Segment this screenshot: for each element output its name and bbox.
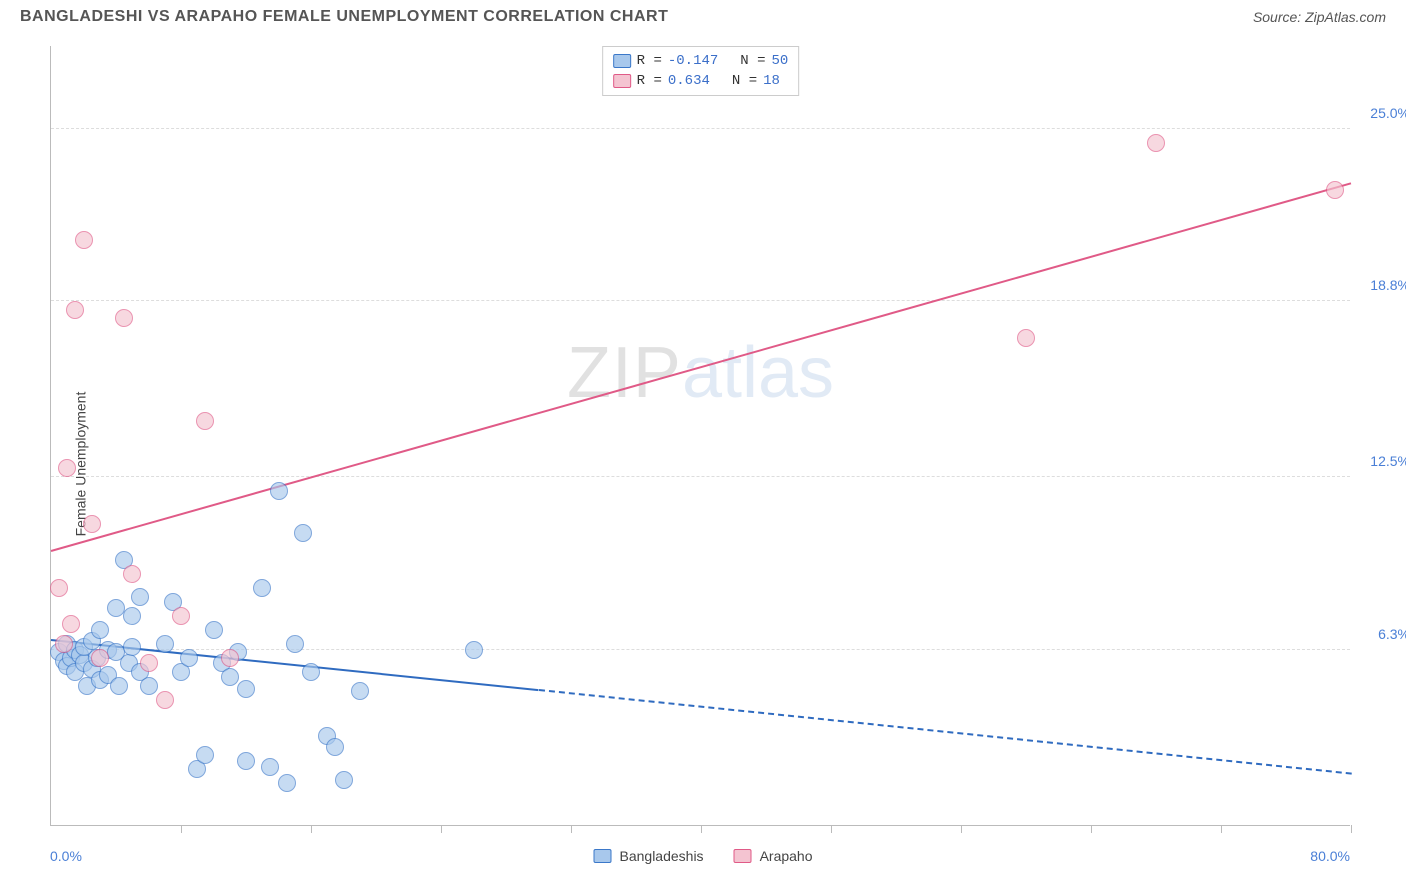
trend-line xyxy=(538,689,1351,775)
data-point xyxy=(253,579,271,597)
data-point xyxy=(123,565,141,583)
chart-title: BANGLADESHI VS ARAPAHO FEMALE UNEMPLOYME… xyxy=(20,8,668,26)
n-value: 50 xyxy=(772,53,789,69)
data-point xyxy=(261,758,279,776)
data-point xyxy=(140,654,158,672)
x-tick xyxy=(571,825,572,833)
data-point xyxy=(1017,329,1035,347)
r-label: R = xyxy=(637,73,662,89)
data-point xyxy=(237,752,255,770)
data-point xyxy=(123,607,141,625)
x-tick xyxy=(961,825,962,833)
legend-swatch xyxy=(613,54,631,68)
chart-source: Source: ZipAtlas.com xyxy=(1253,9,1386,25)
data-point xyxy=(123,638,141,656)
x-tick xyxy=(441,825,442,833)
r-value: -0.147 xyxy=(668,53,718,69)
data-point xyxy=(278,774,296,792)
x-tick xyxy=(181,825,182,833)
legend-swatch xyxy=(613,74,631,88)
data-point xyxy=(91,621,109,639)
n-value: 18 xyxy=(763,73,780,89)
data-point xyxy=(131,588,149,606)
watermark-atlas: atlas xyxy=(682,333,834,413)
legend-swatch xyxy=(594,849,612,863)
data-point xyxy=(270,482,288,500)
x-axis-max-label: 80.0% xyxy=(1310,848,1350,864)
legend-series-item: Bangladeshis xyxy=(594,848,704,864)
y-tick-label: 6.3% xyxy=(1355,626,1406,642)
x-axis-min-label: 0.0% xyxy=(50,848,82,864)
data-point xyxy=(91,649,109,667)
x-tick xyxy=(1351,825,1352,833)
data-point xyxy=(1147,134,1165,152)
data-point xyxy=(115,309,133,327)
data-point xyxy=(196,746,214,764)
data-point xyxy=(140,677,158,695)
data-point xyxy=(1326,181,1344,199)
legend-swatch xyxy=(734,849,752,863)
grid-line xyxy=(51,476,1350,477)
data-point xyxy=(335,771,353,789)
n-label: N = xyxy=(740,53,765,69)
data-point xyxy=(465,641,483,659)
legend-series-label: Arapaho xyxy=(760,848,813,864)
chart-container: Female Unemployment ZIPatlas R =-0.147N … xyxy=(0,36,1406,892)
correlation-legend: R = -0.147 N = 50 R = 0.634 N = 18 xyxy=(602,46,800,96)
data-point xyxy=(107,599,125,617)
x-tick xyxy=(831,825,832,833)
data-point xyxy=(221,649,239,667)
data-point xyxy=(351,682,369,700)
x-tick xyxy=(1221,825,1222,833)
data-point xyxy=(75,231,93,249)
y-tick-label: 25.0% xyxy=(1355,105,1406,121)
plot-area: ZIPatlas R =-0.147N =50R = 0.634N = 18 6… xyxy=(50,46,1350,826)
legend-series-item: Arapaho xyxy=(734,848,813,864)
data-point xyxy=(205,621,223,639)
data-point xyxy=(196,412,214,430)
x-tick xyxy=(1091,825,1092,833)
legend-stat-row: R = -0.147 N = 50 xyxy=(613,51,789,71)
legend-series-label: Bangladeshis xyxy=(620,848,704,864)
n-label: N = xyxy=(732,73,757,89)
data-point xyxy=(180,649,198,667)
data-point xyxy=(172,607,190,625)
data-point xyxy=(302,663,320,681)
data-point xyxy=(83,515,101,533)
x-tick xyxy=(311,825,312,833)
watermark: ZIPatlas xyxy=(567,332,834,414)
legend-stat-row: R = 0.634 N = 18 xyxy=(613,71,789,91)
data-point xyxy=(55,635,73,653)
x-tick xyxy=(701,825,702,833)
data-point xyxy=(156,635,174,653)
data-point xyxy=(62,615,80,633)
data-point xyxy=(286,635,304,653)
r-value: 0.634 xyxy=(668,73,710,89)
grid-line xyxy=(51,128,1350,129)
data-point xyxy=(50,579,68,597)
data-point xyxy=(66,301,84,319)
series-legend: Bangladeshis Arapaho xyxy=(594,848,813,864)
y-tick-label: 18.8% xyxy=(1355,277,1406,293)
data-point xyxy=(221,668,239,686)
data-point xyxy=(58,459,76,477)
data-point xyxy=(326,738,344,756)
trend-line xyxy=(51,182,1352,552)
data-point xyxy=(294,524,312,542)
data-point xyxy=(237,680,255,698)
chart-header: BANGLADESHI VS ARAPAHO FEMALE UNEMPLOYME… xyxy=(0,0,1406,30)
r-label: R = xyxy=(637,53,662,69)
y-tick-label: 12.5% xyxy=(1355,453,1406,469)
grid-line xyxy=(51,300,1350,301)
data-point xyxy=(110,677,128,695)
data-point xyxy=(156,691,174,709)
